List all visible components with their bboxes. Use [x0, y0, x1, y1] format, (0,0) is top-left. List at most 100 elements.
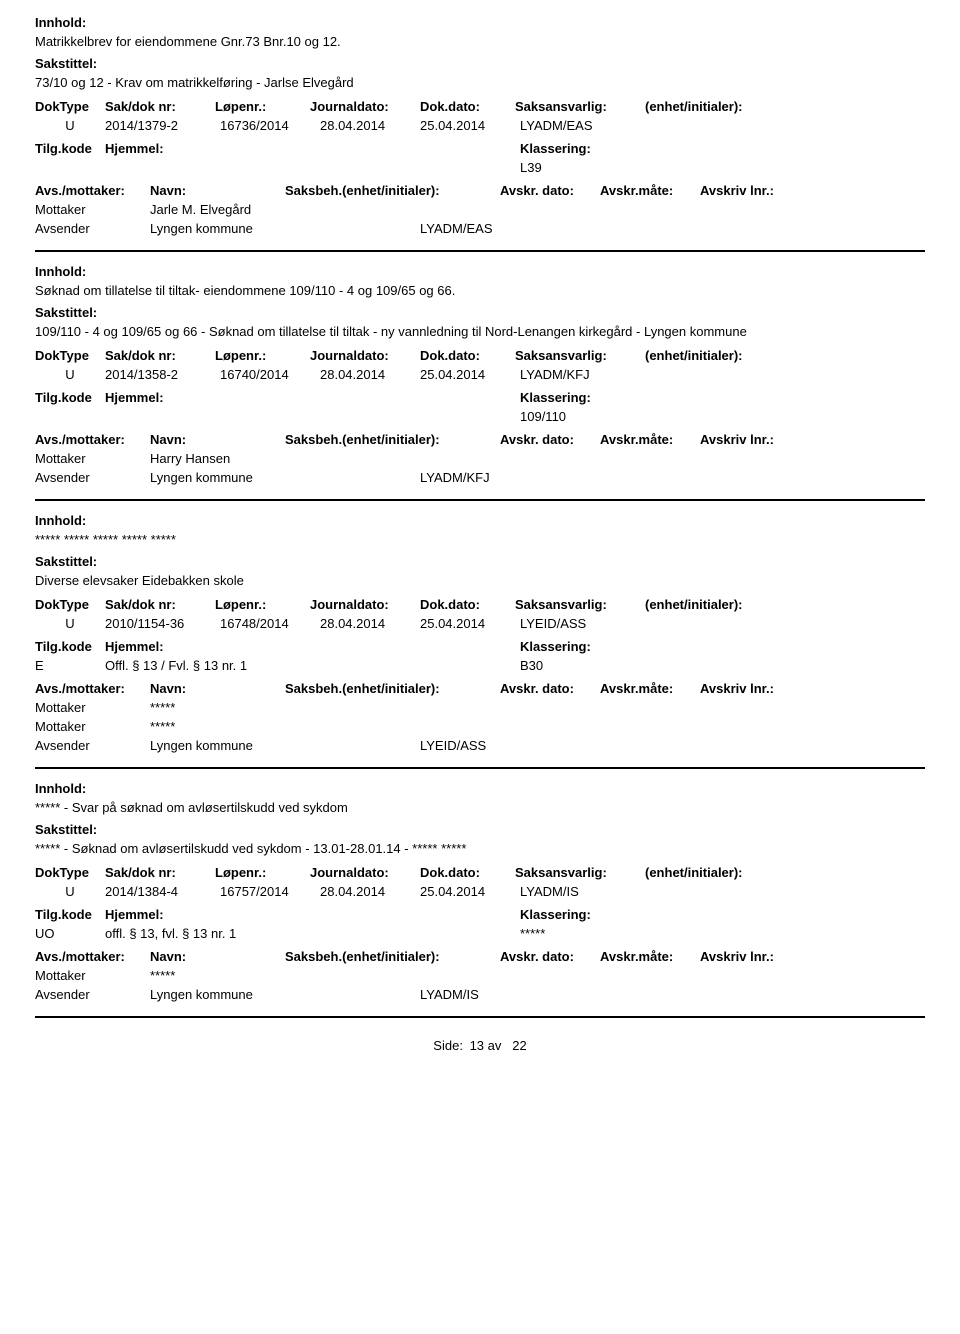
- hdr-navn: Navn:: [150, 432, 285, 447]
- hdr-saksans: Saksansvarlig:: [515, 597, 645, 612]
- party-name: Jarle M. Elvegård: [150, 202, 420, 217]
- val-hjemmel: offl. § 13, fvl. § 13 nr. 1: [105, 926, 380, 941]
- val-klassering: B30: [520, 658, 720, 673]
- val-lopenr: 16740/2014: [220, 367, 320, 382]
- party-role: Mottaker: [35, 202, 150, 217]
- hdr-doktype: DokType: [35, 865, 105, 880]
- val-sakdok: 2014/1379-2: [105, 118, 220, 133]
- sakstittel-text: 73/10 og 12 - Krav om matrikkelføring - …: [35, 75, 925, 90]
- val-doktype: U: [35, 367, 105, 382]
- val-sakdok: 2010/1154-36: [105, 616, 220, 631]
- avs-header-row: Avs./mottaker:Navn:Saksbeh.(enhet/initia…: [35, 181, 925, 200]
- hdr-jdato: Journaldato:: [310, 99, 420, 114]
- val-saksans: LYEID/ASS: [520, 616, 650, 631]
- hdr-saksbeh: Saksbeh.(enhet/initialer):: [285, 432, 500, 447]
- hdr-hjemmel: Hjemmel:: [105, 141, 380, 156]
- hdr-saksbeh: Saksbeh.(enhet/initialer):: [285, 949, 500, 964]
- party-role: Avsender: [35, 738, 150, 753]
- meta-value-row: U2014/1384-416757/201428.04.201425.04.20…: [35, 882, 925, 901]
- val-ddato: 25.04.2014: [420, 884, 520, 899]
- val-jdato: 28.04.2014: [320, 616, 420, 631]
- hdr-klassering: Klassering:: [520, 141, 720, 156]
- hdr-avskrlnr: Avskriv lnr.:: [700, 183, 810, 198]
- hdr-avskrdato: Avskr. dato:: [500, 949, 600, 964]
- meta-value-row: U2014/1358-216740/201428.04.201425.04.20…: [35, 365, 925, 384]
- hdr-sakdok: Sak/dok nr:: [105, 99, 215, 114]
- val-hjemmel: Offl. § 13 / Fvl. § 13 nr. 1: [105, 658, 380, 673]
- val-jdato: 28.04.2014: [320, 367, 420, 382]
- hdr-klassering: Klassering:: [520, 639, 720, 654]
- journal-entry: Innhold:Matrikkelbrev for eiendommene Gn…: [35, 15, 925, 238]
- val-doktype: U: [35, 118, 105, 133]
- hdr-tilgkode: Tilg.kode: [35, 141, 105, 156]
- val-sakdok: 2014/1384-4: [105, 884, 220, 899]
- hdr-hjemmel: Hjemmel:: [105, 390, 380, 405]
- hdr-avskrmate: Avskr.måte:: [600, 432, 700, 447]
- val-jdato: 28.04.2014: [320, 884, 420, 899]
- footer-total: 22: [512, 1038, 526, 1053]
- hdr-enhet: (enhet/initialer):: [645, 99, 785, 114]
- val-lopenr: 16748/2014: [220, 616, 320, 631]
- journal-entry: Innhold: ***** ***** ***** ***** ***** Sak…: [35, 513, 925, 755]
- sakstittel-text: Diverse elevsaker Eidebakken skole: [35, 573, 925, 588]
- sakstittel-text: ***** - Søknad om avløsertilskudd ved sy…: [35, 841, 925, 856]
- sakstittel-label: Sakstittel:: [35, 554, 925, 569]
- hdr-enhet: (enhet/initialer):: [645, 597, 785, 612]
- meta-value-row: U2010/1154-3616748/201428.04.201425.04.2…: [35, 614, 925, 633]
- hdr-avsmottaker: Avs./mottaker:: [35, 183, 150, 198]
- val-tilgkode: UO: [35, 926, 105, 941]
- page-footer: Side: 13 av 22: [35, 1038, 925, 1053]
- journal-entry: Innhold:Søknad om tillatelse til tiltak-…: [35, 264, 925, 487]
- hdr-avsmottaker: Avs./mottaker:: [35, 949, 150, 964]
- tilg-header-row: Tilg.kodeHjemmel:Klassering:: [35, 637, 925, 656]
- hdr-doktype: DokType: [35, 99, 105, 114]
- party-name: Lyngen kommune: [150, 470, 420, 485]
- footer-side-label: Side:: [433, 1038, 463, 1053]
- party-saksbeh: [420, 968, 590, 983]
- party-saksbeh: [420, 719, 590, 734]
- entry-separator: [35, 767, 925, 769]
- hdr-tilgkode: Tilg.kode: [35, 390, 105, 405]
- hdr-sakdok: Sak/dok nr:: [105, 865, 215, 880]
- sakstittel-label: Sakstittel:: [35, 822, 925, 837]
- val-lopenr: 16736/2014: [220, 118, 320, 133]
- hdr-lopenr: Løpenr.:: [215, 99, 315, 114]
- val-doktype: U: [35, 616, 105, 631]
- val-klassering: *****: [520, 926, 720, 941]
- party-row: Mottaker*****: [35, 717, 925, 736]
- hdr-lopenr: Løpenr.:: [215, 865, 315, 880]
- party-name: *****: [150, 700, 420, 715]
- hdr-hjemmel: Hjemmel:: [105, 639, 380, 654]
- val-ddato: 25.04.2014: [420, 367, 520, 382]
- hdr-jdato: Journaldato:: [310, 865, 420, 880]
- val-ddato: 25.04.2014: [420, 616, 520, 631]
- entry-separator: [35, 250, 925, 252]
- party-saksbeh: [420, 202, 590, 217]
- journal-entry: Innhold:***** - Svar på søknad om avløse…: [35, 781, 925, 1004]
- hdr-saksbeh: Saksbeh.(enhet/initialer):: [285, 681, 500, 696]
- val-tilgkode: E: [35, 658, 105, 673]
- party-name: Lyngen kommune: [150, 221, 420, 236]
- innhold-text: ***** - Svar på søknad om avløsertilskud…: [35, 800, 925, 815]
- hdr-enhet: (enhet/initialer):: [645, 348, 785, 363]
- party-row: AvsenderLyngen kommuneLYADM/KFJ: [35, 468, 925, 487]
- innhold-label: Innhold:: [35, 513, 925, 528]
- party-saksbeh: LYADM/EAS: [420, 221, 590, 236]
- val-saksans: LYADM/EAS: [520, 118, 650, 133]
- hdr-klassering: Klassering:: [520, 907, 720, 922]
- meta-value-row: U2014/1379-216736/201428.04.201425.04.20…: [35, 116, 925, 135]
- hdr-sakdok: Sak/dok nr:: [105, 597, 215, 612]
- val-hjemmel: [105, 409, 380, 424]
- hdr-saksbeh: Saksbeh.(enhet/initialer):: [285, 183, 500, 198]
- hdr-avskrdato: Avskr. dato:: [500, 432, 600, 447]
- party-saksbeh: LYADM/IS: [420, 987, 590, 1002]
- hdr-doktype: DokType: [35, 348, 105, 363]
- party-role: Avsender: [35, 221, 150, 236]
- footer-page: 13: [470, 1038, 484, 1053]
- val-tilgkode: [35, 160, 105, 175]
- val-lopenr: 16757/2014: [220, 884, 320, 899]
- val-saksans: LYADM/KFJ: [520, 367, 650, 382]
- innhold-text: ***** ***** ***** ***** *****: [35, 532, 925, 547]
- hdr-ddato: Dok.dato:: [420, 597, 515, 612]
- hdr-hjemmel: Hjemmel:: [105, 907, 380, 922]
